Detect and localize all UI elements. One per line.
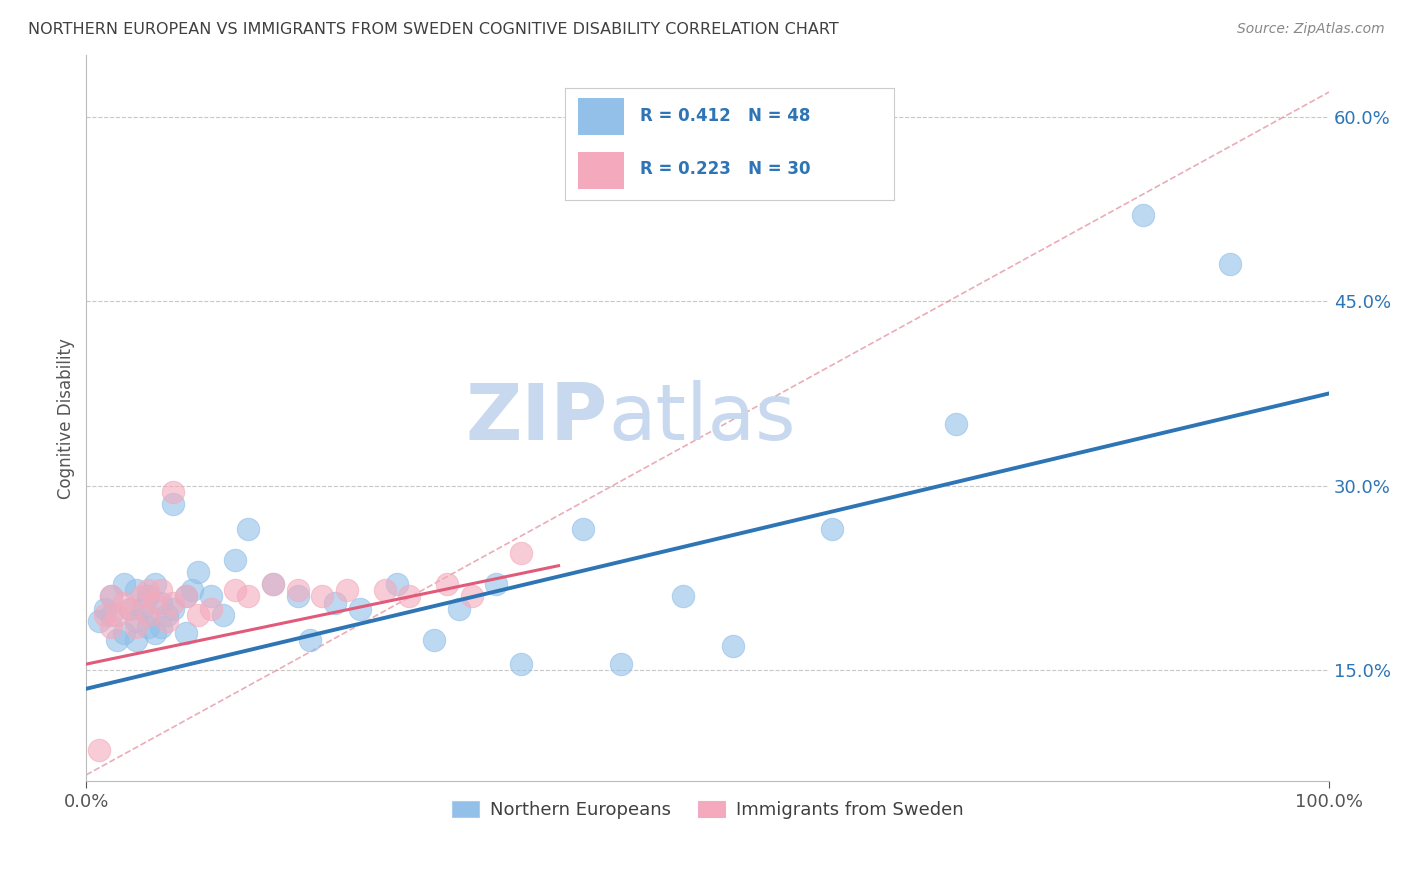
Point [105, 632, 128, 647]
Point [162, 596, 184, 610]
Point [460, 590, 482, 604]
Point [100, 607, 122, 622]
Point [174, 626, 197, 640]
Point [100, 620, 122, 634]
Point [1132, 208, 1154, 222]
Point [143, 626, 166, 640]
Point [262, 577, 284, 591]
Point [485, 577, 508, 591]
Point [112, 577, 135, 591]
Point [118, 601, 141, 615]
Point [672, 590, 695, 604]
Point [298, 632, 321, 647]
Text: NORTHERN EUROPEAN VS IMMIGRANTS FROM SWEDEN COGNITIVE DISABILITY CORRELATION CHA: NORTHERN EUROPEAN VS IMMIGRANTS FROM SWE… [28, 22, 839, 37]
Point [398, 590, 420, 604]
Point [374, 583, 396, 598]
Point [100, 590, 122, 604]
Point [287, 583, 309, 598]
Point [149, 596, 172, 610]
Point [262, 577, 284, 591]
Point [236, 590, 259, 604]
Point [224, 583, 246, 598]
Point [94, 607, 117, 622]
Point [131, 590, 153, 604]
Point [510, 546, 533, 560]
Point [423, 632, 446, 647]
Point [156, 607, 179, 622]
Point [143, 577, 166, 591]
Point [945, 417, 967, 432]
Point [125, 620, 148, 634]
Point [94, 601, 117, 615]
Point [112, 596, 135, 610]
Point [125, 632, 148, 647]
Point [385, 577, 408, 591]
Point [174, 590, 197, 604]
Legend: Northern Europeans, Immigrants from Sweden: Northern Europeans, Immigrants from Swed… [444, 794, 970, 826]
Point [187, 565, 209, 579]
Point [131, 601, 153, 615]
Point [138, 583, 160, 598]
Point [118, 601, 141, 615]
Point [609, 657, 631, 672]
Point [162, 497, 184, 511]
Point [112, 626, 135, 640]
Point [287, 590, 309, 604]
Point [224, 552, 246, 566]
Point [187, 607, 209, 622]
Point [821, 522, 844, 536]
Point [336, 583, 359, 598]
Point [125, 614, 148, 628]
Point [311, 590, 333, 604]
Point [181, 583, 204, 598]
Point [200, 601, 222, 615]
Point [212, 607, 235, 622]
Point [143, 596, 166, 610]
Point [87, 743, 110, 757]
Point [200, 590, 222, 604]
Point [721, 639, 744, 653]
Point [100, 590, 122, 604]
Y-axis label: Cognitive Disability: Cognitive Disability [58, 338, 75, 499]
Point [125, 583, 148, 598]
Point [1219, 257, 1241, 271]
Point [436, 577, 458, 591]
Point [138, 590, 160, 604]
Point [162, 601, 184, 615]
Text: Source: ZipAtlas.com: Source: ZipAtlas.com [1237, 22, 1385, 37]
Point [236, 522, 259, 536]
Point [323, 596, 346, 610]
Point [149, 583, 172, 598]
Point [174, 590, 197, 604]
Text: ZIP: ZIP [465, 380, 609, 456]
Text: atlas: atlas [609, 380, 796, 456]
Point [105, 607, 128, 622]
Point [156, 614, 179, 628]
Point [162, 484, 184, 499]
Point [449, 601, 471, 615]
Point [138, 607, 160, 622]
Point [349, 601, 371, 615]
Point [87, 614, 110, 628]
Point [138, 607, 160, 622]
Point [138, 620, 160, 634]
Point [149, 620, 172, 634]
Point [572, 522, 595, 536]
Point [510, 657, 533, 672]
